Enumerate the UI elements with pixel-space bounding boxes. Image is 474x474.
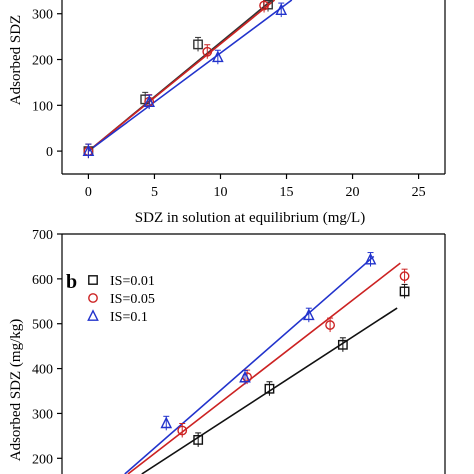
panel-a-fit-lines — [87, 0, 293, 152]
panel-b-y-tick-label: 400 — [32, 363, 53, 378]
panel-a-point — [82, 144, 95, 157]
panel-b-y-tick-label: 600 — [32, 273, 53, 288]
panel-a-x-tick-label: 5 — [151, 185, 158, 200]
legend-label: IS=0.05 — [110, 292, 155, 307]
panel-a-fit-line-1 — [87, 0, 276, 152]
legend-label: IS=0.01 — [110, 274, 155, 289]
panel-a-point — [193, 39, 203, 50]
panel-a-points — [82, 0, 288, 159]
panel-a-y-label: Adsorbed SDZ — [8, 15, 24, 105]
panel-b-point — [364, 252, 377, 265]
legend-marker — [88, 275, 98, 285]
panel-b-letter: b — [66, 271, 77, 293]
panel-a-x-ticks: 0 5 10 15 20 25 — [85, 174, 426, 200]
panel-b-point — [177, 425, 188, 436]
panel-b-point — [325, 320, 335, 330]
panel-b-y-tick-label: 300 — [32, 407, 53, 422]
panel-b-points — [160, 252, 410, 447]
panel-b-legend: IS=0.01 IS=0.05 IS=0.1 — [87, 274, 155, 325]
panel-a-fit-line-2 — [87, 0, 293, 152]
legend-marker — [87, 309, 99, 321]
legend-label: IS=0.1 — [110, 310, 148, 325]
panel-b-y-ticks: 200 300 400 500 600 700 — [32, 228, 62, 467]
panel-a-y-ticks: 0 100 200 300 — [32, 8, 62, 160]
panel-b-point — [264, 383, 275, 394]
panel-b-point — [399, 271, 410, 282]
panel-a-y-tick-label: 200 — [32, 54, 53, 69]
panel-b-y-tick-label: 700 — [32, 228, 53, 243]
panel-a-point — [202, 46, 213, 57]
panel-a-x-label: SDZ in solution at equilibrium (mg/L) — [135, 210, 365, 226]
panel-a-x-tick-label: 15 — [280, 185, 294, 200]
panel-a-point — [259, 0, 269, 11]
panel-b-point — [399, 286, 410, 297]
panel-a-point — [275, 3, 288, 15]
panel-a-y-tick-label: 300 — [32, 8, 53, 23]
panel-a-x-tick-label: 10 — [213, 185, 227, 200]
panel-b-point — [160, 416, 173, 429]
panel-a-x-tick-label: 20 — [346, 185, 360, 200]
panel-a: 0 5 10 15 20 25 0 100 200 300 SDZ in solution at… — [8, 0, 446, 226]
panel-b-point — [239, 370, 251, 383]
panel-b-fit-line-2 — [124, 255, 375, 474]
panel-b-fit-lines — [124, 255, 401, 474]
panel-a-y-tick-label: 0 — [46, 145, 53, 160]
panel-b-fit-line-1 — [127, 262, 401, 474]
panel-a-x-tick-label: 0 — [85, 185, 92, 200]
panel-b-point — [193, 435, 204, 445]
panel-b-point — [302, 308, 315, 321]
panel-a-point — [212, 50, 224, 63]
panel-b-point — [337, 339, 348, 350]
panel-b-y-tick-label: 500 — [32, 318, 53, 333]
panel-a-point — [143, 95, 155, 108]
legend-marker — [88, 293, 98, 303]
panel-b-y-tick-label: 200 — [32, 452, 53, 467]
panel-b-y-label: Adsorbed SDZ (mg/kg) — [8, 319, 24, 462]
panel-a-y-tick-label: 100 — [32, 99, 53, 114]
panel-a-x-tick-label: 25 — [412, 185, 426, 200]
